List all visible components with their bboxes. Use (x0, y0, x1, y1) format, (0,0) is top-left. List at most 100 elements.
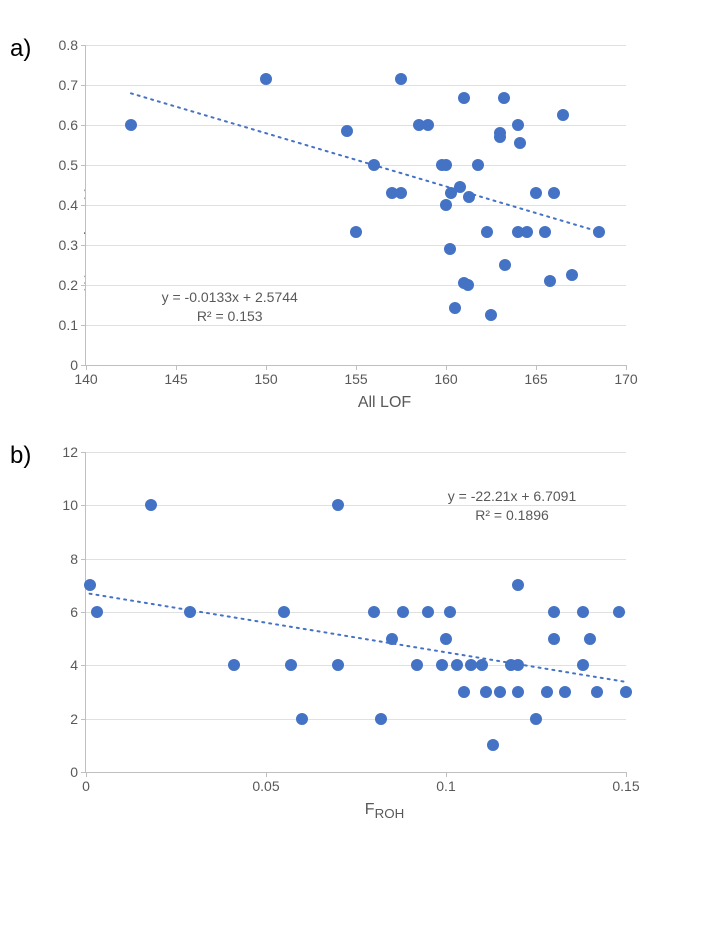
data-point (463, 191, 475, 203)
data-point (458, 686, 470, 698)
ytick-label: 12 (62, 444, 86, 460)
data-point (521, 226, 533, 238)
data-point (125, 119, 137, 131)
chart-b-plot-area: 02468101200.050.10.15y = -22.21x + 6.709… (85, 452, 626, 773)
data-point (512, 579, 524, 591)
data-point (498, 92, 510, 104)
ytick-label: 10 (62, 497, 86, 513)
data-point (440, 159, 452, 171)
data-point (577, 659, 589, 671)
data-point (577, 606, 589, 618)
data-point (620, 686, 632, 698)
equation-box: y = -0.0133x + 2.5744R² = 0.153 (162, 288, 298, 326)
chart-b-xlabel: FROH (85, 801, 684, 821)
data-point (499, 259, 511, 271)
data-point (440, 199, 452, 211)
data-point (451, 659, 463, 671)
xtick-label: 145 (164, 365, 187, 387)
ytick-label: 2 (70, 711, 86, 727)
chart-a-plot-area: 00.10.20.30.40.50.60.70.8140145150155160… (85, 45, 626, 366)
data-point (557, 109, 569, 121)
panel-a: a) Weaned per Year 00.10.20.30.40.50.60.… (20, 45, 684, 412)
data-point (84, 579, 96, 591)
data-point (145, 499, 157, 511)
data-point (458, 92, 470, 104)
data-point (481, 226, 493, 238)
ytick-label: 6 (70, 604, 86, 620)
panel-b-label: b) (10, 442, 31, 470)
data-point (332, 499, 344, 511)
data-point (512, 686, 524, 698)
data-point (436, 659, 448, 671)
chart-b-wrap: Weaned over Lifetime 02468101200.050.10.… (85, 452, 684, 821)
xtick-label: 0 (82, 772, 90, 794)
data-point (544, 275, 556, 287)
data-point (548, 606, 560, 618)
data-point (440, 633, 452, 645)
data-point (422, 119, 434, 131)
data-point (395, 73, 407, 85)
data-point (449, 302, 461, 314)
data-point (375, 713, 387, 725)
data-point (584, 633, 596, 645)
xtick-label: 140 (74, 365, 97, 387)
xtick-label: 165 (524, 365, 547, 387)
data-point (444, 606, 456, 618)
xtick-label: 155 (344, 365, 367, 387)
data-point (454, 181, 466, 193)
xlabel-b-sub: ROH (375, 806, 405, 821)
ytick-label: 8 (70, 551, 86, 567)
ytick-label: 0.4 (59, 197, 86, 213)
equation-r2: R² = 0.153 (162, 307, 298, 326)
chart-a-xlabel: All LOF (85, 394, 684, 412)
ytick-label: 0.1 (59, 317, 86, 333)
ytick-label: 0.3 (59, 237, 86, 253)
data-point (444, 243, 456, 255)
data-point (548, 633, 560, 645)
data-point (184, 606, 196, 618)
data-point (530, 187, 542, 199)
ytick-label: 4 (70, 657, 86, 673)
data-point (512, 659, 524, 671)
xtick-label: 150 (254, 365, 277, 387)
xtick-label: 160 (434, 365, 457, 387)
data-point (530, 713, 542, 725)
data-point (368, 159, 380, 171)
data-point (411, 659, 423, 671)
data-point (494, 131, 506, 143)
data-point (514, 137, 526, 149)
data-point (613, 606, 625, 618)
data-point (566, 269, 578, 281)
data-point (91, 606, 103, 618)
data-point (368, 606, 380, 618)
ytick-label: 0.8 (59, 37, 86, 53)
equation-line: y = -0.0133x + 2.5744 (162, 288, 298, 307)
data-point (593, 226, 605, 238)
equation-r2: R² = 0.1896 (448, 506, 576, 525)
data-point (260, 73, 272, 85)
xtick-label: 0.15 (612, 772, 639, 794)
data-point (341, 125, 353, 137)
data-point (350, 226, 362, 238)
equation-line: y = -22.21x + 6.7091 (448, 487, 576, 506)
xtick-label: 170 (614, 365, 637, 387)
data-point (548, 187, 560, 199)
ytick-label: 0.6 (59, 117, 86, 133)
data-point (485, 309, 497, 321)
data-point (539, 226, 551, 238)
data-point (480, 686, 492, 698)
data-point (228, 659, 240, 671)
data-point (395, 187, 407, 199)
ytick-label: 0.7 (59, 77, 86, 93)
figure: a) Weaned per Year 00.10.20.30.40.50.60.… (20, 45, 684, 821)
chart-a-wrap: Weaned per Year 00.10.20.30.40.50.60.70.… (85, 45, 684, 412)
data-point (285, 659, 297, 671)
data-point (487, 739, 499, 751)
xlabel-b-main: F (365, 801, 375, 818)
xtick-label: 0.1 (436, 772, 455, 794)
equation-box: y = -22.21x + 6.7091R² = 0.1896 (448, 487, 576, 525)
data-point (472, 159, 484, 171)
panel-a-label: a) (10, 35, 31, 63)
data-point (296, 713, 308, 725)
ytick-label: 0.5 (59, 157, 86, 173)
